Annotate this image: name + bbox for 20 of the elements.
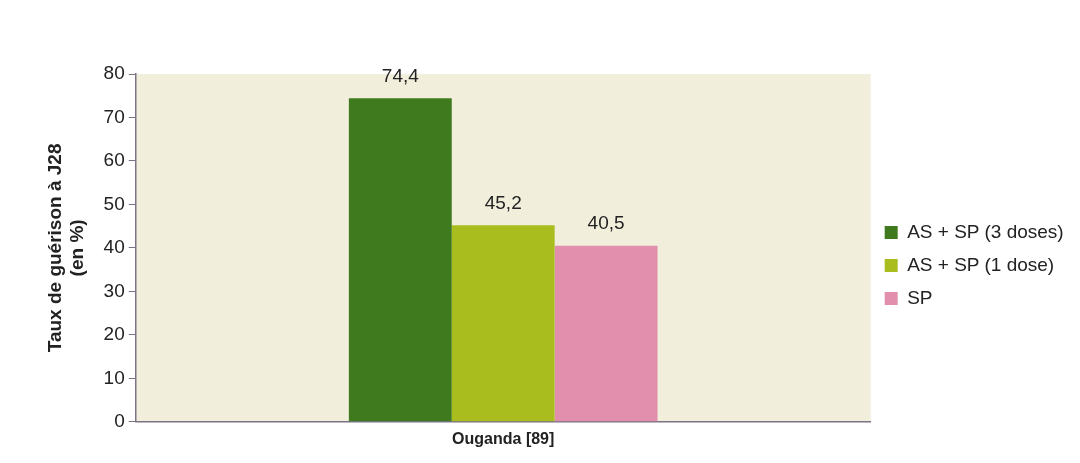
y-tick-label: 50 <box>103 192 125 214</box>
y-axis-title: Taux de guérison à J28 (en %) <box>43 143 88 353</box>
y-tick-label: 20 <box>103 323 125 345</box>
data-label: 40,5 <box>587 212 625 234</box>
y-tick-label: 0 <box>114 410 125 432</box>
data-label: 74,4 <box>381 65 420 87</box>
data-label: 45,2 <box>484 192 522 214</box>
legend-label: SP <box>907 286 933 308</box>
x-tick-label: Ouganda [89] <box>452 429 555 447</box>
y-tick-label: 60 <box>103 149 125 171</box>
bar <box>451 225 555 422</box>
bar <box>554 245 658 422</box>
y-tick-label: 30 <box>103 279 125 301</box>
y-tick-label: 10 <box>103 366 125 388</box>
y-tick-label: 40 <box>103 236 125 258</box>
bar <box>348 98 452 422</box>
y-tick-label: 70 <box>103 105 125 127</box>
legend-label: AS + SP (1 dose) <box>907 253 1055 275</box>
y-tick-label: 80 <box>103 62 125 84</box>
legend-label: AS + SP (3 doses) <box>907 220 1064 242</box>
